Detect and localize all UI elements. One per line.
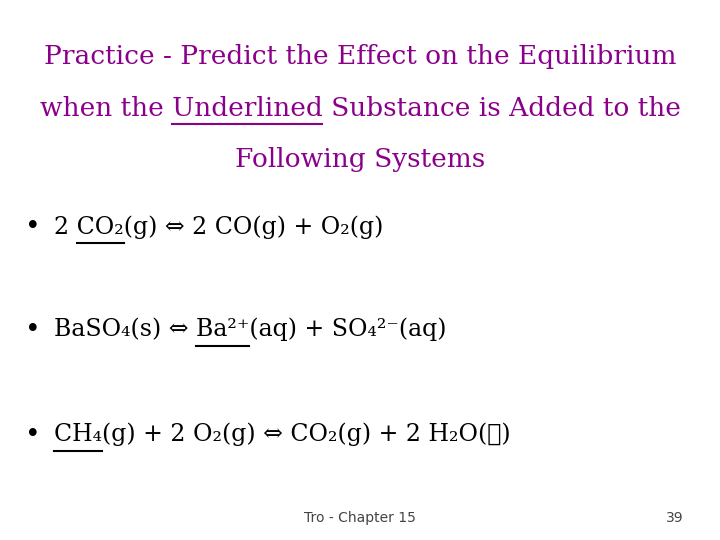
Text: 39: 39	[667, 511, 684, 525]
Text: •: •	[25, 214, 41, 239]
Text: when the Underlined Substance is Added to the: when the Underlined Substance is Added t…	[40, 96, 680, 120]
Text: Following Systems: Following Systems	[235, 147, 485, 172]
Text: •: •	[25, 317, 41, 342]
Text: BaSO₄(s) ⇔ Ba²⁺(aq) + SO₄²⁻(aq): BaSO₄(s) ⇔ Ba²⁺(aq) + SO₄²⁻(aq)	[54, 318, 446, 341]
Text: •: •	[25, 422, 41, 447]
Text: CH₄(g) + 2 O₂(g) ⇔ CO₂(g) + 2 H₂O(ℓ): CH₄(g) + 2 O₂(g) ⇔ CO₂(g) + 2 H₂O(ℓ)	[54, 423, 510, 447]
Text: Tro - Chapter 15: Tro - Chapter 15	[304, 511, 416, 525]
Text: 2 CO₂(g) ⇔ 2 CO(g) + O₂(g): 2 CO₂(g) ⇔ 2 CO(g) + O₂(g)	[54, 215, 383, 239]
Text: Practice - Predict the Effect on the Equilibrium: Practice - Predict the Effect on the Equ…	[44, 44, 676, 69]
